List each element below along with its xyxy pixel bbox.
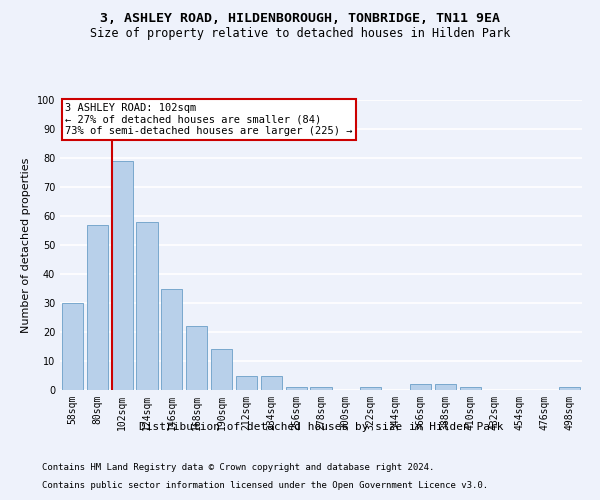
Bar: [62, 303, 83, 390]
Bar: [236, 376, 257, 390]
Text: Contains HM Land Registry data © Crown copyright and database right 2024.: Contains HM Land Registry data © Crown c…: [42, 464, 434, 472]
Bar: [360, 387, 381, 390]
Text: Contains public sector information licensed under the Open Government Licence v3: Contains public sector information licen…: [42, 481, 488, 490]
Y-axis label: Number of detached properties: Number of detached properties: [21, 158, 31, 332]
Bar: [410, 384, 431, 390]
Text: Distribution of detached houses by size in Hilden Park: Distribution of detached houses by size …: [139, 422, 503, 432]
Bar: [112, 161, 133, 390]
Bar: [435, 384, 456, 390]
Bar: [186, 326, 207, 390]
Text: 3, ASHLEY ROAD, HILDENBOROUGH, TONBRIDGE, TN11 9EA: 3, ASHLEY ROAD, HILDENBOROUGH, TONBRIDGE…: [100, 12, 500, 26]
Bar: [559, 387, 580, 390]
Bar: [286, 387, 307, 390]
Bar: [261, 376, 282, 390]
Bar: [460, 387, 481, 390]
Bar: [310, 387, 332, 390]
Text: 3 ASHLEY ROAD: 102sqm
← 27% of detached houses are smaller (84)
73% of semi-deta: 3 ASHLEY ROAD: 102sqm ← 27% of detached …: [65, 103, 353, 136]
Bar: [136, 222, 158, 390]
Bar: [211, 350, 232, 390]
Bar: [87, 224, 108, 390]
Text: Size of property relative to detached houses in Hilden Park: Size of property relative to detached ho…: [90, 28, 510, 40]
Bar: [161, 288, 182, 390]
